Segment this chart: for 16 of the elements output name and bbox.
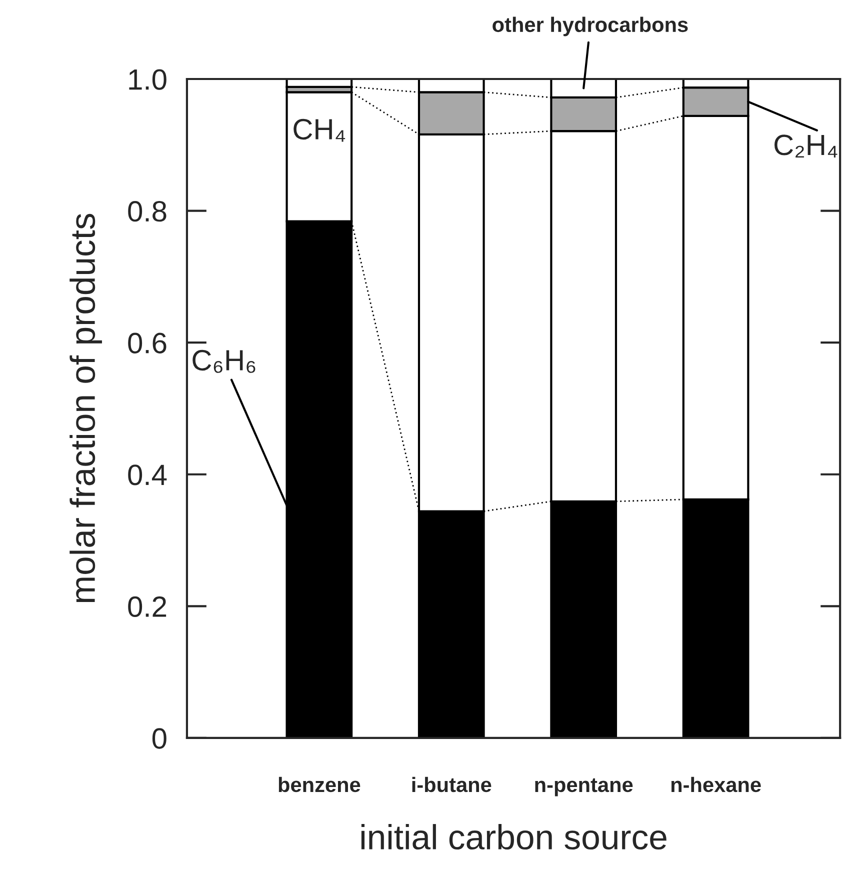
series-label: CH₄: [294, 118, 346, 142]
x-tick-label: n-pentane: [535, 778, 633, 796]
x-tick-label: benzene: [278, 776, 360, 792]
y-tick-label: 0.4: [128, 464, 167, 486]
x-tick-label: n-hexane: [671, 776, 761, 792]
y-tick-label: 1.0: [129, 69, 166, 90]
y-tick-label: 0: [152, 728, 166, 749]
x-axis-title: initial carbon source: [361, 824, 666, 850]
legend-label: C₂H₄: [774, 134, 838, 158]
y-tick-label: 0.6: [128, 332, 166, 354]
y-tick-label: 0.2: [128, 596, 166, 618]
text: other hydrocarbons: [492, 16, 688, 36]
y-axis-title: molar fraction of products: [70, 214, 102, 602]
y-tick-label: 0.8: [128, 201, 166, 222]
x-tick-label: i-butane: [412, 776, 492, 792]
series-label: C₆H₆: [192, 350, 256, 373]
